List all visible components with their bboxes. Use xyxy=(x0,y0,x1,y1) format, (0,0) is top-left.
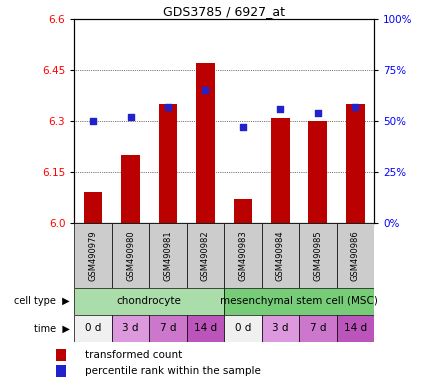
Bar xyxy=(57,349,65,361)
FancyBboxPatch shape xyxy=(187,223,224,288)
FancyBboxPatch shape xyxy=(224,223,262,288)
FancyBboxPatch shape xyxy=(112,315,149,342)
FancyBboxPatch shape xyxy=(337,315,374,342)
Text: GSM490986: GSM490986 xyxy=(351,230,360,281)
FancyBboxPatch shape xyxy=(224,315,262,342)
Text: 0 d: 0 d xyxy=(235,323,251,333)
FancyBboxPatch shape xyxy=(112,223,149,288)
FancyBboxPatch shape xyxy=(337,223,374,288)
Bar xyxy=(309,121,327,223)
Text: GSM490983: GSM490983 xyxy=(238,230,247,281)
Text: 3 d: 3 d xyxy=(122,323,139,333)
Point xyxy=(352,104,359,110)
FancyBboxPatch shape xyxy=(299,223,337,288)
Point xyxy=(314,110,321,116)
Text: 0 d: 0 d xyxy=(85,323,101,333)
Text: GSM490981: GSM490981 xyxy=(164,230,173,281)
Text: 7 d: 7 d xyxy=(309,323,326,333)
Bar xyxy=(196,63,215,223)
Text: chondrocyte: chondrocyte xyxy=(117,296,182,306)
Point xyxy=(127,114,134,120)
FancyBboxPatch shape xyxy=(262,223,299,288)
Text: 14 d: 14 d xyxy=(344,323,367,333)
FancyBboxPatch shape xyxy=(74,315,112,342)
FancyBboxPatch shape xyxy=(74,223,112,288)
Text: GSM490985: GSM490985 xyxy=(313,230,322,281)
Title: GDS3785 / 6927_at: GDS3785 / 6927_at xyxy=(163,5,285,18)
Point xyxy=(164,104,171,110)
Text: transformed count: transformed count xyxy=(85,350,182,360)
Text: mesenchymal stem cell (MSC): mesenchymal stem cell (MSC) xyxy=(220,296,378,306)
FancyBboxPatch shape xyxy=(74,288,224,315)
Text: percentile rank within the sample: percentile rank within the sample xyxy=(85,366,261,376)
FancyBboxPatch shape xyxy=(262,315,299,342)
Point xyxy=(277,106,284,112)
FancyBboxPatch shape xyxy=(149,315,187,342)
Text: cell type  ▶: cell type ▶ xyxy=(14,296,70,306)
Text: 3 d: 3 d xyxy=(272,323,289,333)
Bar xyxy=(84,192,102,223)
Point xyxy=(90,118,96,124)
Text: GSM490984: GSM490984 xyxy=(276,230,285,281)
Bar xyxy=(346,104,365,223)
Point xyxy=(202,88,209,94)
Bar xyxy=(271,118,290,223)
FancyBboxPatch shape xyxy=(299,315,337,342)
Text: time  ▶: time ▶ xyxy=(34,323,70,333)
Bar xyxy=(234,199,252,223)
Text: GSM490979: GSM490979 xyxy=(88,230,98,281)
FancyBboxPatch shape xyxy=(224,288,374,315)
Point xyxy=(240,124,246,130)
Text: 14 d: 14 d xyxy=(194,323,217,333)
Bar xyxy=(57,365,65,377)
FancyBboxPatch shape xyxy=(187,315,224,342)
Text: GSM490980: GSM490980 xyxy=(126,230,135,281)
Bar xyxy=(159,104,177,223)
Text: 7 d: 7 d xyxy=(160,323,176,333)
Bar xyxy=(121,155,140,223)
FancyBboxPatch shape xyxy=(149,223,187,288)
Text: GSM490982: GSM490982 xyxy=(201,230,210,281)
